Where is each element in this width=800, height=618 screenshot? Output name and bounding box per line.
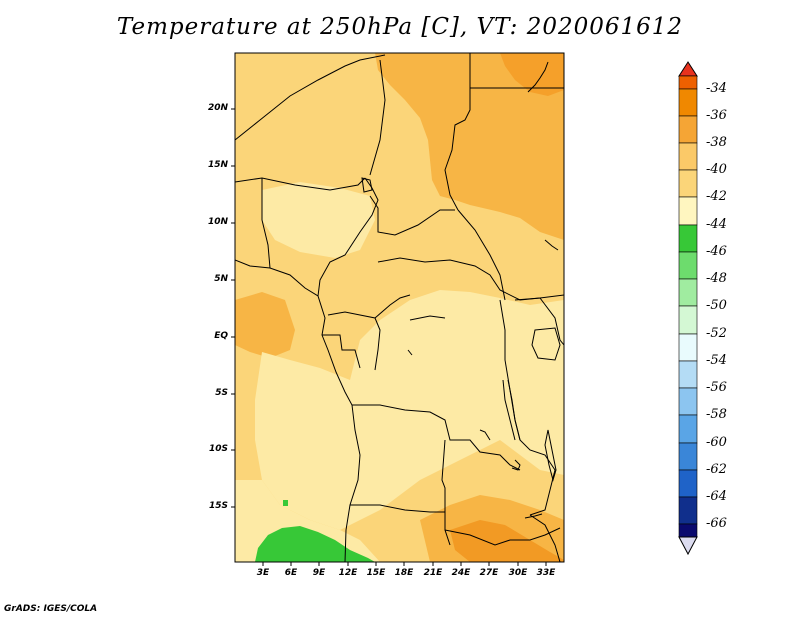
border-chad-sudan [444,53,471,211]
lon-label-21e: 21E [423,568,443,578]
colorbar-label: -36 [706,108,727,123]
colorbar-label: -34 [706,81,727,96]
border-niger-nigeria [235,177,366,191]
lake-tanganyika [502,379,521,441]
lat-label-5s: 5S [215,388,228,398]
border-chad-car [369,195,455,236]
lon-label-9e: 9E [312,568,326,578]
colorbar-band [678,387,698,416]
colorbar-label: -38 [706,135,727,150]
field-region-42-north [262,182,375,258]
colorbar-label: -58 [706,407,727,422]
border-drc-west [374,294,411,319]
axis-ticks [231,108,547,566]
field-region-36-ne [500,53,564,96]
colorbar-band [678,333,698,362]
border-nigeria-benin [261,178,271,269]
colorbar-band [678,196,698,226]
border-sahel-inner [369,59,386,176]
map-frame [234,52,565,563]
colorbar-label: -48 [706,271,727,286]
grads-credit: GrADS: IGES/COLA [4,604,98,614]
lat-label-15s: 15S [208,501,228,511]
lat-label-15n: 15N [207,160,228,170]
coast-red-sea [527,61,549,93]
colorbar-bottom-arrow [678,536,698,556]
border-cameroon [317,177,379,297]
field-region-44-dot [283,500,288,506]
colorbar-label: -40 [706,162,727,177]
border-drc-angola [352,404,521,471]
colorbar-band [678,169,698,198]
colorbar-label: -66 [706,516,727,531]
colorbar-band [678,142,698,171]
field-region-38-ne [375,53,564,240]
colorbar-band [678,75,698,90]
border-niger-chad [235,54,386,141]
colorbar-label: -60 [706,435,727,450]
border-uganda-kenya [514,297,564,346]
lat-label-20n: 20N [207,103,228,113]
lon-label-6e: 6E [284,568,298,578]
country-boundaries [235,53,564,562]
colorbar-band [678,251,698,280]
lon-label-15e: 15E [366,568,386,578]
lake-zambezi [524,513,543,519]
colorbar-band [678,523,698,538]
colorbar-label: -54 [706,353,727,368]
lat-label-10s: 10S [208,444,228,454]
lat-label-eq: EQ [214,331,228,341]
colorbar-label: -56 [706,380,727,395]
lon-label-30e: 30E [508,568,528,578]
river-congo [407,315,521,471]
lon-label-33e: 33E [536,568,556,578]
colorbar-band [678,88,698,117]
border-gabon [322,334,361,369]
colorbar-band [678,496,698,525]
colorbar-top-arrow [678,61,698,77]
border-angola-zambia [441,439,451,546]
lat-label-10n: 10N [207,217,228,227]
colorbar-label: -46 [706,244,727,259]
border-east-lakes [499,299,556,516]
lon-label-3e: 3E [256,568,270,578]
colorbar-band [678,442,698,471]
temperature-field [235,53,564,562]
lat-label-5n: 5N [214,274,228,284]
field-region-38-west [235,292,295,358]
colorbar-band [678,278,698,307]
coastline-west-africa [235,259,361,562]
colorbar-label: -62 [706,462,727,477]
colorbar-label: -42 [706,189,727,204]
colorbar-band [678,224,698,253]
lon-label-12e: 12E [338,568,358,578]
colorbar-label: -64 [706,489,727,504]
lake-north-east [544,239,559,251]
lon-label-24e: 24E [451,568,471,578]
colorbar-band [678,305,698,335]
border-mozambique [529,514,561,562]
colorbar [678,61,698,556]
lake-chad [361,177,373,193]
border-angola-namibia [350,504,445,513]
colorbar-band [678,115,698,144]
colorbar-band [678,414,698,444]
colorbar-label: -52 [706,326,727,341]
lake-malawi [544,429,557,482]
lake-victoria [531,327,561,361]
lon-label-18e: 18E [394,568,414,578]
border-zambia-south [444,527,561,546]
colorbar-band [678,469,698,498]
colorbar-label: -50 [706,298,727,313]
colorbar-band [678,360,698,389]
border-sudan-east [457,209,506,301]
lon-label-27e: 27E [479,568,499,578]
colorbar-label: -44 [706,217,727,232]
map-title: Temperature at 250hPa [C], VT: 202006161… [116,14,684,40]
